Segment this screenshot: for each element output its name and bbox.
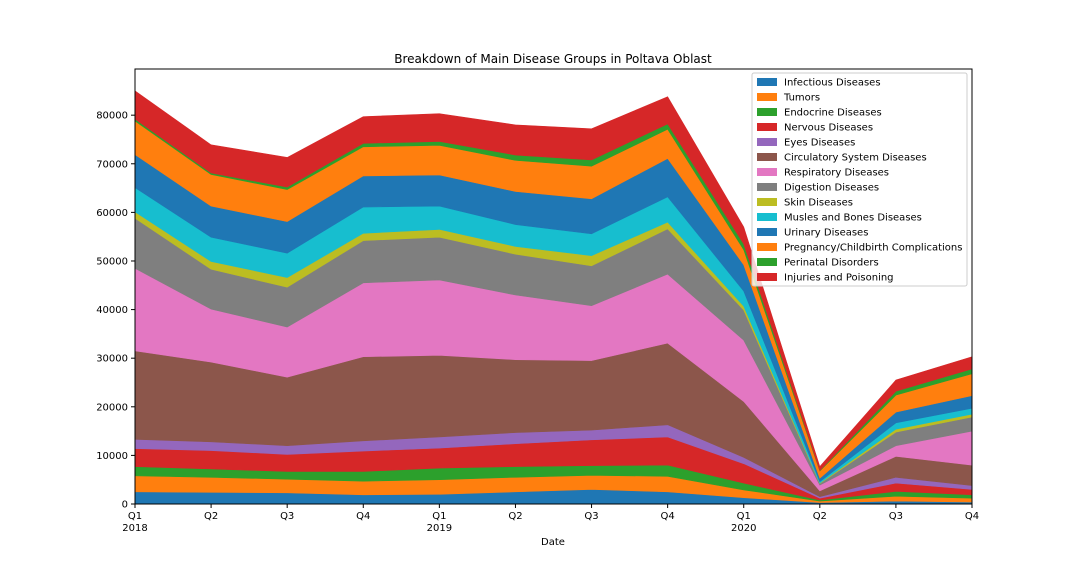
legend-label-7: Digestion Diseases bbox=[784, 183, 879, 194]
legend-label-8: Skin Diseases bbox=[784, 198, 853, 209]
plot-frame bbox=[134, 68, 973, 505]
legend-label-0: Infectious Diseases bbox=[784, 78, 881, 89]
legend-swatch-13 bbox=[757, 273, 777, 281]
x-tick-label: Q2 bbox=[508, 511, 522, 522]
x-tick-year-label: 2020 bbox=[731, 523, 756, 534]
x-tick-label: Q1 bbox=[128, 511, 142, 522]
legend-swatch-8 bbox=[757, 198, 777, 206]
legend-label-12: Perinatal Disorders bbox=[784, 258, 879, 269]
y-axis: 0 10000 20000 30000 40000 50000 60000 70000 8000… bbox=[96, 111, 135, 511]
legend-swatch-3 bbox=[757, 123, 777, 131]
y-tick-label: 60000 bbox=[96, 208, 128, 219]
legend-label-9: Musles and Bones Diseases bbox=[784, 213, 922, 224]
x-tick-label: Q2 bbox=[204, 511, 218, 522]
legend-label-6: Respiratory Diseases bbox=[784, 168, 889, 179]
legend-swatch-4 bbox=[757, 138, 777, 146]
y-tick-label: 40000 bbox=[96, 305, 128, 316]
legend-swatch-10 bbox=[757, 228, 777, 236]
x-tick-label: Q3 bbox=[584, 511, 598, 522]
y-tick-label: 0 bbox=[122, 500, 128, 511]
legend-label-13: Injuries and Poisoning bbox=[784, 273, 894, 284]
x-tick-year-label: 2019 bbox=[427, 523, 452, 534]
legend-swatch-6 bbox=[757, 168, 777, 176]
x-axis-label: Date bbox=[541, 537, 565, 548]
legend-swatch-11 bbox=[757, 243, 777, 251]
legend-swatch-9 bbox=[757, 213, 777, 221]
x-tick-label: Q2 bbox=[813, 511, 827, 522]
areas-layer bbox=[134, 90, 973, 505]
x-tick-label: Q1 bbox=[737, 511, 751, 522]
x-tick-label: Q1 bbox=[432, 511, 446, 522]
legend-label-4: Eyes Diseases bbox=[784, 138, 855, 149]
legend-label-5: Circulatory System Diseases bbox=[784, 153, 927, 164]
legend-label-1: Tumors bbox=[783, 93, 820, 104]
x-tick-label: Q4 bbox=[965, 511, 979, 522]
legend-box bbox=[751, 72, 968, 287]
y-tick-label: 80000 bbox=[96, 111, 128, 122]
legend-label-11: Pregnancy/Childbirth Complications bbox=[784, 243, 962, 254]
legend-label-2: Endocrine Diseases bbox=[784, 108, 882, 119]
x-tick-label: Q3 bbox=[280, 511, 294, 522]
legend-swatch-7 bbox=[757, 183, 777, 191]
legend-swatch-2 bbox=[757, 108, 777, 116]
legend-swatch-0 bbox=[757, 78, 777, 86]
y-tick-label: 30000 bbox=[96, 354, 128, 365]
x-tick-label: Q4 bbox=[356, 511, 370, 522]
x-tick-label: Q4 bbox=[661, 511, 675, 522]
legend-label-10: Urinary Diseases bbox=[784, 228, 868, 239]
x-tick-label: Q3 bbox=[889, 511, 903, 522]
y-tick-label: 70000 bbox=[96, 159, 128, 170]
y-tick-label: 10000 bbox=[96, 451, 128, 462]
legend-swatch-1 bbox=[757, 93, 777, 101]
legend: Infectious Diseases Tumors Endocrine Disea… bbox=[751, 72, 968, 287]
x-tick-year-label: 2018 bbox=[122, 523, 147, 534]
legend-label-3: Nervous Diseases bbox=[784, 123, 873, 134]
y-tick-label: 20000 bbox=[96, 402, 128, 413]
y-tick-label: 50000 bbox=[96, 256, 128, 267]
chart-title: Breakdown of Main Disease Groups in Polt… bbox=[394, 52, 712, 66]
legend-swatch-12 bbox=[757, 258, 777, 266]
legend-swatch-5 bbox=[757, 153, 777, 161]
